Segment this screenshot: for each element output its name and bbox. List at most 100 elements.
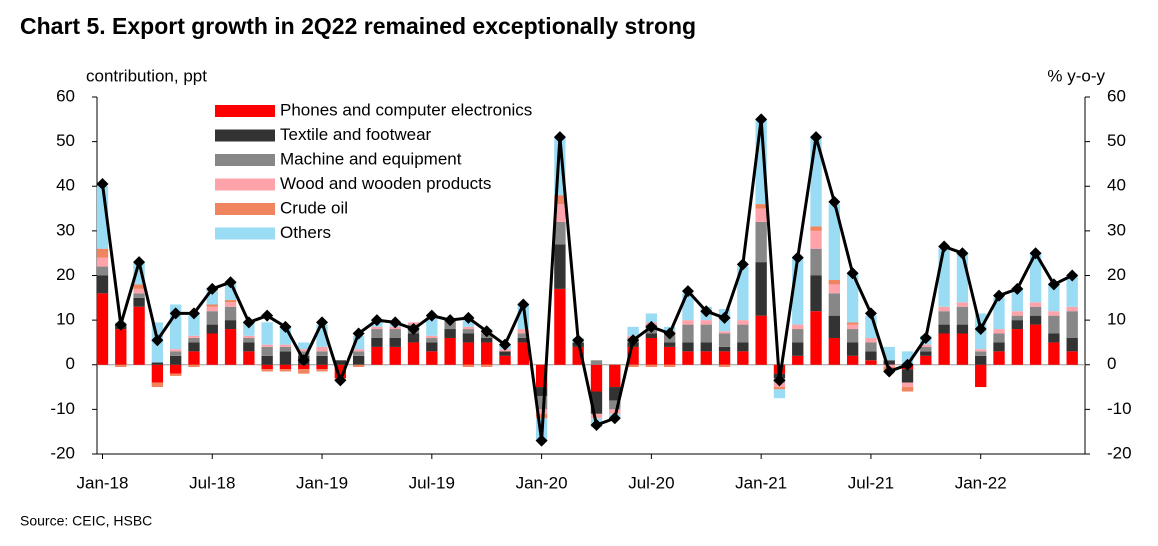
bar-segment — [188, 335, 200, 338]
bar-segment — [1029, 315, 1042, 325]
y-tick-label: 50 — [56, 131, 75, 150]
bar-segment — [1048, 315, 1060, 334]
bar-segment — [810, 230, 822, 249]
x-tick-label: Jan-19 — [296, 473, 348, 492]
line-marker — [1029, 247, 1042, 260]
bar-segment — [261, 369, 273, 372]
bar-segment — [993, 329, 1005, 334]
bar-segment — [206, 333, 218, 365]
legend-swatch — [215, 154, 275, 166]
bar-segment — [554, 204, 566, 222]
bar-segment — [261, 322, 273, 345]
bar-segment — [664, 342, 676, 347]
bar-segment — [426, 317, 438, 336]
bar-segment — [956, 306, 969, 325]
line-marker — [133, 256, 146, 269]
bar-segment — [352, 351, 365, 356]
legend-swatch — [215, 227, 275, 240]
bar-segment — [938, 306, 950, 312]
y-tick-label: -20 — [50, 443, 75, 462]
bar-segment — [773, 389, 786, 399]
bar-segment — [773, 387, 786, 390]
bar-segment — [1011, 329, 1023, 365]
bar-segment — [828, 284, 841, 294]
bar-segment — [444, 329, 456, 338]
bar-segment — [609, 400, 621, 410]
bar-segment — [334, 360, 347, 365]
bar-segment — [865, 337, 877, 343]
bar-segment — [609, 409, 621, 414]
y2-tick-label: 20 — [1107, 265, 1126, 284]
bar-segment — [444, 337, 456, 365]
bar-segment — [755, 315, 767, 365]
bar-segment — [645, 333, 658, 338]
x-tick-label: Jul-20 — [628, 473, 674, 492]
bar-segment — [718, 364, 731, 367]
line-marker — [974, 323, 987, 336]
bar-segment — [1029, 253, 1042, 303]
y-tick-label: 60 — [56, 86, 75, 105]
bar-segment — [846, 324, 859, 330]
bar-segment — [96, 275, 109, 294]
bar-segment — [975, 349, 987, 352]
bar-segment — [810, 275, 822, 312]
line-marker — [151, 334, 164, 347]
bar-segment — [298, 351, 310, 356]
bar-segment — [755, 204, 767, 209]
bar-segment — [609, 387, 621, 401]
bar-segment — [279, 364, 292, 370]
line-marker — [846, 267, 859, 280]
bar-segment — [170, 349, 182, 352]
bar-segment — [535, 395, 548, 410]
bar-segment — [828, 337, 841, 365]
bar-segment — [133, 288, 145, 294]
bar-segment — [865, 360, 877, 365]
bar-segment — [206, 324, 218, 334]
bar-segment — [279, 326, 292, 345]
bar-segment — [828, 279, 841, 285]
bar-segment — [188, 337, 200, 343]
line-marker — [462, 311, 475, 324]
line-marker — [1066, 269, 1079, 282]
bar-segment — [206, 288, 218, 305]
bar-segment — [1048, 284, 1060, 312]
bar-segment — [1066, 351, 1078, 365]
bar-segment — [1011, 288, 1023, 312]
line-marker — [645, 320, 658, 333]
y-tick-label: -10 — [50, 399, 75, 418]
line-marker — [407, 323, 420, 336]
bar-segment — [700, 320, 712, 325]
bar-segment — [554, 244, 566, 289]
y2-tick-label: 0 — [1107, 354, 1116, 373]
bar-segment — [956, 333, 969, 365]
bar-segment — [737, 351, 749, 365]
line-marker — [938, 240, 951, 253]
line-marker — [169, 307, 182, 320]
bar-segment — [115, 364, 127, 367]
bar-segment — [627, 364, 639, 367]
bar-segment — [298, 364, 310, 370]
line-marker — [553, 131, 566, 144]
line-marker — [608, 412, 621, 425]
line-marker — [1011, 282, 1024, 295]
legend-label: Phones and computer electronics — [280, 100, 532, 119]
bar-segment — [371, 346, 383, 365]
x-tick-label: Jul-19 — [409, 473, 455, 492]
bar-segment — [462, 342, 475, 365]
bar-segment — [846, 273, 859, 323]
line-marker — [316, 316, 329, 329]
legend-label: Crude oil — [280, 198, 348, 217]
bar-segment — [481, 364, 493, 367]
bar-segment — [243, 322, 255, 336]
bar-segment — [682, 324, 694, 343]
bar-segment — [426, 351, 438, 365]
bar-segment — [151, 362, 164, 365]
bar-segment — [645, 337, 658, 365]
bar-segment — [170, 351, 182, 356]
line-marker — [352, 327, 365, 340]
line-marker — [206, 282, 219, 295]
bar-segment — [1011, 311, 1023, 316]
y-tick-label: 20 — [56, 265, 75, 284]
bar-segment — [298, 342, 310, 350]
